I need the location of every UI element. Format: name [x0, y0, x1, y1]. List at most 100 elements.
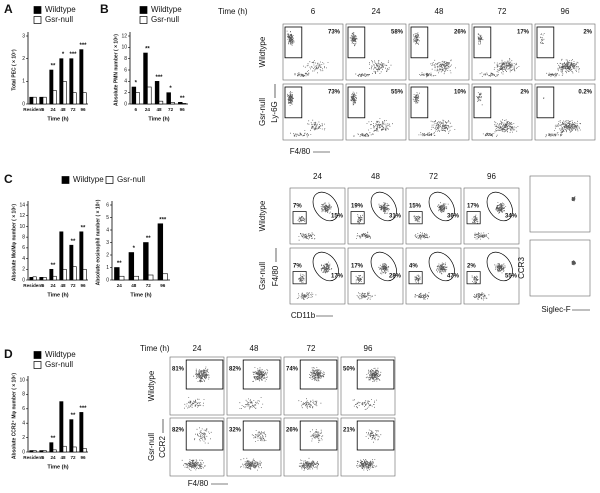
x-axis-label: Siglec-F	[541, 305, 570, 314]
gate	[312, 251, 339, 282]
x-tick-label: 48	[131, 283, 137, 288]
x-tick-label: Resident	[23, 455, 43, 460]
gate-percent: 31%	[389, 214, 402, 220]
flow-dots	[413, 32, 456, 78]
gate-percent: 58%	[391, 30, 404, 36]
y-tick-label: 10	[19, 377, 25, 383]
y-tick-label: 10	[121, 45, 127, 51]
gate-percent: 0.2%	[578, 90, 592, 96]
flow-plot	[226, 356, 282, 416]
gate	[356, 420, 395, 451]
panel-letter: A	[4, 2, 13, 16]
gate	[466, 271, 481, 285]
flow-dots	[571, 196, 576, 202]
gate-percent: 50%	[343, 367, 356, 373]
y-axis-label: CCR3	[517, 257, 526, 279]
significance-label: ***	[155, 75, 163, 81]
bar	[59, 401, 64, 453]
gate-percent: 4%	[409, 263, 418, 269]
y-tick-label: 6	[124, 67, 127, 73]
gate	[408, 271, 423, 285]
gate	[473, 86, 492, 119]
flow-dots	[543, 97, 581, 138]
bar	[72, 446, 77, 453]
flow-plot	[289, 187, 346, 245]
gate	[284, 86, 303, 119]
flow-plot	[529, 239, 591, 297]
significance-label: **	[51, 64, 56, 70]
bar	[32, 96, 37, 105]
significance-label: ***	[159, 217, 167, 223]
gate-percent: 15%	[331, 214, 344, 220]
gate	[410, 86, 429, 119]
significance-label: **	[71, 413, 76, 419]
x-tick-label: 72	[168, 107, 174, 112]
bar	[39, 450, 44, 453]
gate-percent: 2%	[467, 263, 476, 269]
gate-percent: 74%	[286, 367, 299, 373]
time-label: Time (h)	[140, 344, 170, 353]
row-label: Gsr-null	[258, 262, 267, 290]
legend-label: Gsr-null	[45, 15, 73, 24]
time-label: Time (h)	[218, 7, 248, 16]
gate	[428, 251, 455, 282]
flow-dots	[355, 263, 390, 300]
x-axis-label: F4/80	[188, 479, 209, 488]
significance-label: *	[135, 81, 138, 87]
gate-percent: 81%	[172, 367, 185, 373]
legend-label: Gsr-null	[45, 360, 73, 369]
x-tick-label: 24	[117, 283, 123, 288]
row-label: Gsr-null	[147, 433, 156, 461]
bar	[114, 267, 120, 281]
significance-label: ***	[79, 406, 87, 412]
bar	[162, 273, 168, 281]
x-axis-label: Time (h)	[148, 116, 169, 122]
bar	[49, 442, 54, 453]
flow-dots	[414, 262, 448, 300]
bar	[118, 275, 125, 281]
legend-label: Wildtype	[151, 5, 182, 14]
gate-percent: 34%	[505, 214, 518, 220]
bar	[128, 252, 135, 281]
gate-percent: 21%	[343, 428, 356, 434]
panel-letter: C	[4, 172, 13, 186]
bar	[154, 81, 160, 105]
gate-percent: 82%	[172, 428, 185, 434]
y-tick-label: 8	[22, 392, 25, 398]
gate	[428, 191, 455, 222]
row-label: Wildtype	[147, 370, 156, 401]
y-tick-label: 0	[22, 101, 25, 107]
bar	[72, 266, 77, 281]
legend-swatch	[139, 6, 148, 14]
y-axis-label: Absolute CCR2⁺ Mφ number ( × 10⁶)	[11, 373, 17, 460]
gate	[486, 191, 513, 222]
flow-dots	[298, 367, 325, 409]
flow-plot	[529, 175, 591, 233]
time-header: 96	[561, 7, 570, 16]
y-tick-label: 2	[124, 90, 127, 96]
x-tick-label: 72	[70, 107, 76, 112]
y-tick-label: 12	[19, 213, 25, 219]
gate-percent: 17%	[467, 203, 480, 209]
x-tick-label: 24	[50, 283, 56, 288]
gate	[299, 420, 338, 451]
x-tick-label: 96	[180, 107, 186, 112]
bar	[82, 268, 87, 281]
time-header: 24	[313, 172, 322, 181]
flow-dots	[296, 261, 333, 300]
gate	[292, 271, 307, 285]
flow-dots	[540, 33, 580, 78]
gate-percent: 32%	[229, 428, 242, 434]
bar	[42, 96, 47, 105]
gate	[370, 191, 397, 222]
flow-dots	[352, 367, 382, 410]
gate	[312, 191, 339, 222]
y-tick-label: 0	[124, 101, 127, 107]
bar	[62, 81, 67, 105]
significance-label: **	[71, 239, 76, 245]
flow-dots	[412, 92, 456, 137]
x-tick-label: 48	[60, 283, 66, 288]
legend-swatch	[61, 176, 70, 184]
y-axis-label: Absolute eosinophil number ( × 10⁵)	[95, 199, 101, 285]
flow-dots	[356, 429, 382, 471]
